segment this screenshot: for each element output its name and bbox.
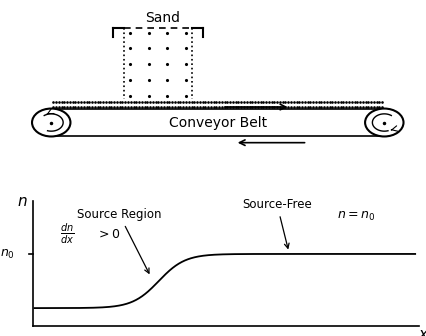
Text: Sand: Sand xyxy=(144,11,179,26)
Circle shape xyxy=(364,109,403,136)
Text: $n = n_0$: $n = n_0$ xyxy=(336,210,374,223)
Text: Conveyor Belt: Conveyor Belt xyxy=(168,116,266,129)
Text: Source Region: Source Region xyxy=(77,208,161,273)
Text: $\frac{dn}{dx}$: $\frac{dn}{dx}$ xyxy=(60,222,74,246)
Text: n: n xyxy=(18,194,27,209)
Text: $>0$: $>0$ xyxy=(95,228,120,241)
Circle shape xyxy=(32,109,70,136)
Text: x: x xyxy=(417,327,426,336)
Text: $n_0$: $n_0$ xyxy=(0,247,15,260)
Text: Source-Free: Source-Free xyxy=(242,198,311,248)
